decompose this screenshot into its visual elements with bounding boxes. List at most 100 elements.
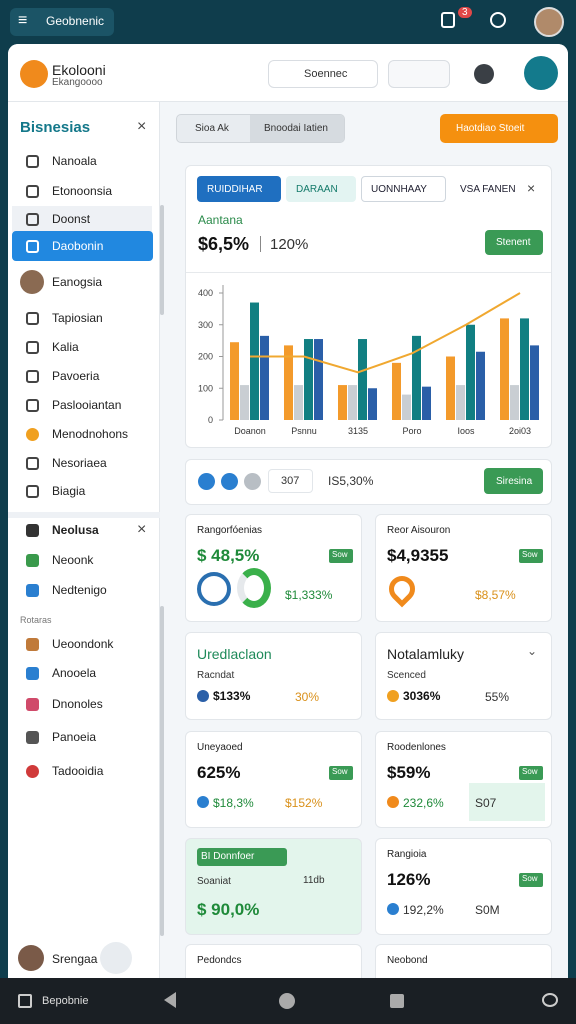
close[interactable]: ×	[527, 180, 536, 196]
card-title: Roodenlones	[387, 742, 446, 753]
nav-item[interactable]: Doonst	[52, 212, 91, 226]
nav-item[interactable]: Nedtenigo	[52, 583, 107, 597]
nav-item[interactable]: Neolusa	[52, 523, 99, 537]
button-text[interactable]: Haotdiao Stoeit	[456, 123, 525, 134]
item-icon	[26, 428, 39, 441]
nav-item[interactable]: Tapiosian	[52, 311, 103, 325]
close[interactable]: ×	[137, 521, 147, 538]
nav-item[interactable]: Anooela	[52, 666, 97, 680]
home[interactable]	[279, 993, 295, 1009]
nav-icon[interactable]	[18, 994, 32, 1008]
assist[interactable]	[542, 993, 558, 1007]
button-text[interactable]: Stenent	[496, 237, 531, 248]
nav-item[interactable]: Tadooidia	[52, 764, 104, 778]
notif-icon[interactable]	[441, 12, 455, 28]
nav-item[interactable]: Kalia	[52, 340, 79, 354]
panel-tab-text[interactable]: RUIDDIHAR	[207, 184, 263, 195]
nav-item[interactable]: Nesoriaea	[52, 456, 107, 470]
card-extra: 55%	[485, 690, 510, 704]
card-value: 126%	[387, 870, 431, 889]
toggle[interactable]	[198, 473, 215, 490]
back[interactable]	[164, 992, 176, 1008]
toggle[interactable]	[244, 473, 261, 490]
zoom-box[interactable]	[388, 60, 450, 88]
card[interactable]	[185, 944, 362, 984]
user-name[interactable]: Srengaa	[52, 952, 98, 966]
bar	[230, 342, 239, 420]
button-text[interactable]: Siresina	[496, 476, 533, 487]
nav-item[interactable]: Etonoonsia	[52, 184, 113, 198]
panel-label: Aantana	[198, 213, 243, 227]
bar	[358, 339, 367, 420]
close[interactable]: ×	[137, 118, 147, 135]
panel-tab[interactable]	[286, 176, 356, 202]
card-extra: S07	[475, 796, 497, 810]
green-button[interactable]	[484, 468, 543, 494]
panel-tab[interactable]	[450, 176, 520, 202]
card-value: $133%	[213, 689, 251, 703]
card-badge: Sow	[332, 550, 348, 559]
recent[interactable]	[390, 994, 404, 1008]
toggle[interactable]	[221, 473, 238, 490]
nav-item[interactable]: Nanoala	[52, 154, 97, 168]
profile-button[interactable]	[524, 56, 558, 90]
nav-item[interactable]: Pavoeria	[52, 369, 100, 383]
nav-item[interactable]: Panoeia	[52, 730, 97, 744]
scrollbar	[160, 606, 164, 936]
avatar[interactable]	[534, 7, 564, 37]
x-tick-label: 3135	[348, 426, 368, 436]
nav-label[interactable]: Bepobnie	[42, 995, 89, 1007]
badge-bg	[519, 766, 543, 780]
chart: 0 100 200 300 400 Doanon Psnnu 3135 Poro Ioos 2oi0…	[198, 285, 539, 436]
search-text: Soennec	[304, 68, 348, 80]
panel-tab-text[interactable]: UONNHAAY	[371, 184, 427, 195]
nav-item[interactable]: Daobonin	[52, 239, 104, 253]
search-box[interactable]	[268, 60, 378, 88]
info-icon[interactable]	[490, 12, 506, 28]
item-icon	[26, 240, 39, 253]
green-button[interactable]	[485, 230, 543, 255]
card-value: 3036%	[403, 689, 441, 703]
card-title: Uneyaoed	[197, 742, 243, 753]
app-name[interactable]: Geobnenic	[46, 14, 105, 28]
card-tag	[197, 848, 287, 866]
menu-pill[interactable]	[10, 8, 114, 36]
item-icon	[26, 312, 39, 325]
panel-tab[interactable]	[361, 176, 446, 202]
scrollbar	[160, 205, 164, 315]
tab[interactable]: Bnoodai Iatien	[264, 123, 328, 134]
bar	[456, 385, 465, 420]
filter-box[interactable]	[268, 469, 313, 493]
card-badge: 11db	[303, 875, 325, 886]
card-value: $ 90,0%	[197, 900, 260, 919]
filter-value: 307	[281, 475, 300, 487]
card[interactable]	[185, 632, 362, 720]
nav-item[interactable]: Ueoondonk	[52, 637, 114, 651]
section-label: Rotaras	[20, 615, 52, 625]
bar	[304, 339, 313, 420]
card-value: 625%	[197, 763, 241, 782]
panel-tab-text[interactable]: VSA FANEN	[460, 184, 516, 195]
menu-icon[interactable]: ≡	[18, 12, 28, 29]
card[interactable]	[375, 514, 552, 622]
nav-item[interactable]: Eanogsia	[52, 275, 103, 289]
card-value: $ 48,5%	[197, 546, 260, 565]
logo[interactable]	[20, 60, 48, 88]
panel-tab[interactable]	[197, 176, 281, 202]
nav-item[interactable]: Biagia	[52, 484, 86, 498]
primary-button[interactable]	[440, 114, 558, 143]
item-icon	[26, 155, 39, 168]
nav-item[interactable]: Neoonk	[52, 553, 94, 567]
tab[interactable]: Sioa Ak	[195, 123, 229, 134]
bar	[338, 385, 347, 420]
action-icon[interactable]	[474, 64, 494, 84]
chevron[interactable]: ⌄	[527, 644, 538, 658]
nav-item[interactable]: Paslooiantan	[52, 398, 122, 412]
nav-item[interactable]: Dnonoles	[52, 697, 103, 711]
panel-tab-text[interactable]: DARAAN	[296, 184, 338, 195]
card-sub: 232,6%	[403, 796, 444, 810]
card[interactable]	[375, 632, 552, 720]
item-hover	[12, 206, 152, 232]
nav-item[interactable]: Menodnohons	[52, 427, 129, 441]
item-icon	[26, 524, 39, 537]
